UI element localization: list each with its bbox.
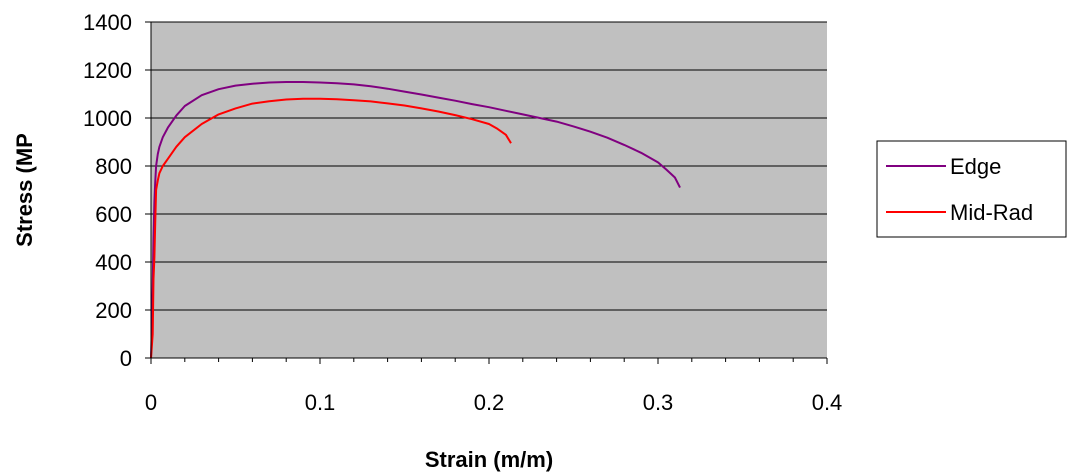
x-tick-label: 0.4 (812, 390, 843, 415)
legend-box (876, 140, 1067, 238)
y-tick-label: 400 (95, 250, 132, 275)
y-tick-label: 800 (95, 154, 132, 179)
x-tick-label: 0.3 (643, 390, 674, 415)
x-tick-label: 0 (145, 390, 157, 415)
y-axis-title: Stress (MP (12, 133, 37, 247)
tick-labels: 0 0.1 0.2 0.3 0.4 0 200 400 600 800 1000 1200 1400 (83, 10, 842, 415)
series-line-mid-rad (150, 97, 512, 359)
grid (151, 21, 827, 311)
y-tick-label: 1400 (83, 10, 132, 35)
legend: Edge Mid-Rad (876, 140, 1067, 238)
y-tick-label: 0 (120, 346, 132, 371)
plot-area (151, 22, 827, 358)
series-line-edge (150, 81, 681, 359)
y-tick-label: 1000 (83, 106, 132, 131)
x-tick-label: 0.1 (305, 390, 336, 415)
y-tick-label: 200 (95, 298, 132, 323)
series-layer (150, 81, 681, 359)
legend-label-edge: Edge (950, 154, 1001, 179)
legend-label-mid-rad: Mid-Rad (950, 200, 1033, 225)
axes (145, 21, 828, 364)
x-tick-label: 0.2 (474, 390, 505, 415)
y-tick-label: 1200 (83, 58, 132, 83)
x-axis-title: Strain (m/m) (425, 447, 553, 472)
y-tick-label: 600 (95, 202, 132, 227)
